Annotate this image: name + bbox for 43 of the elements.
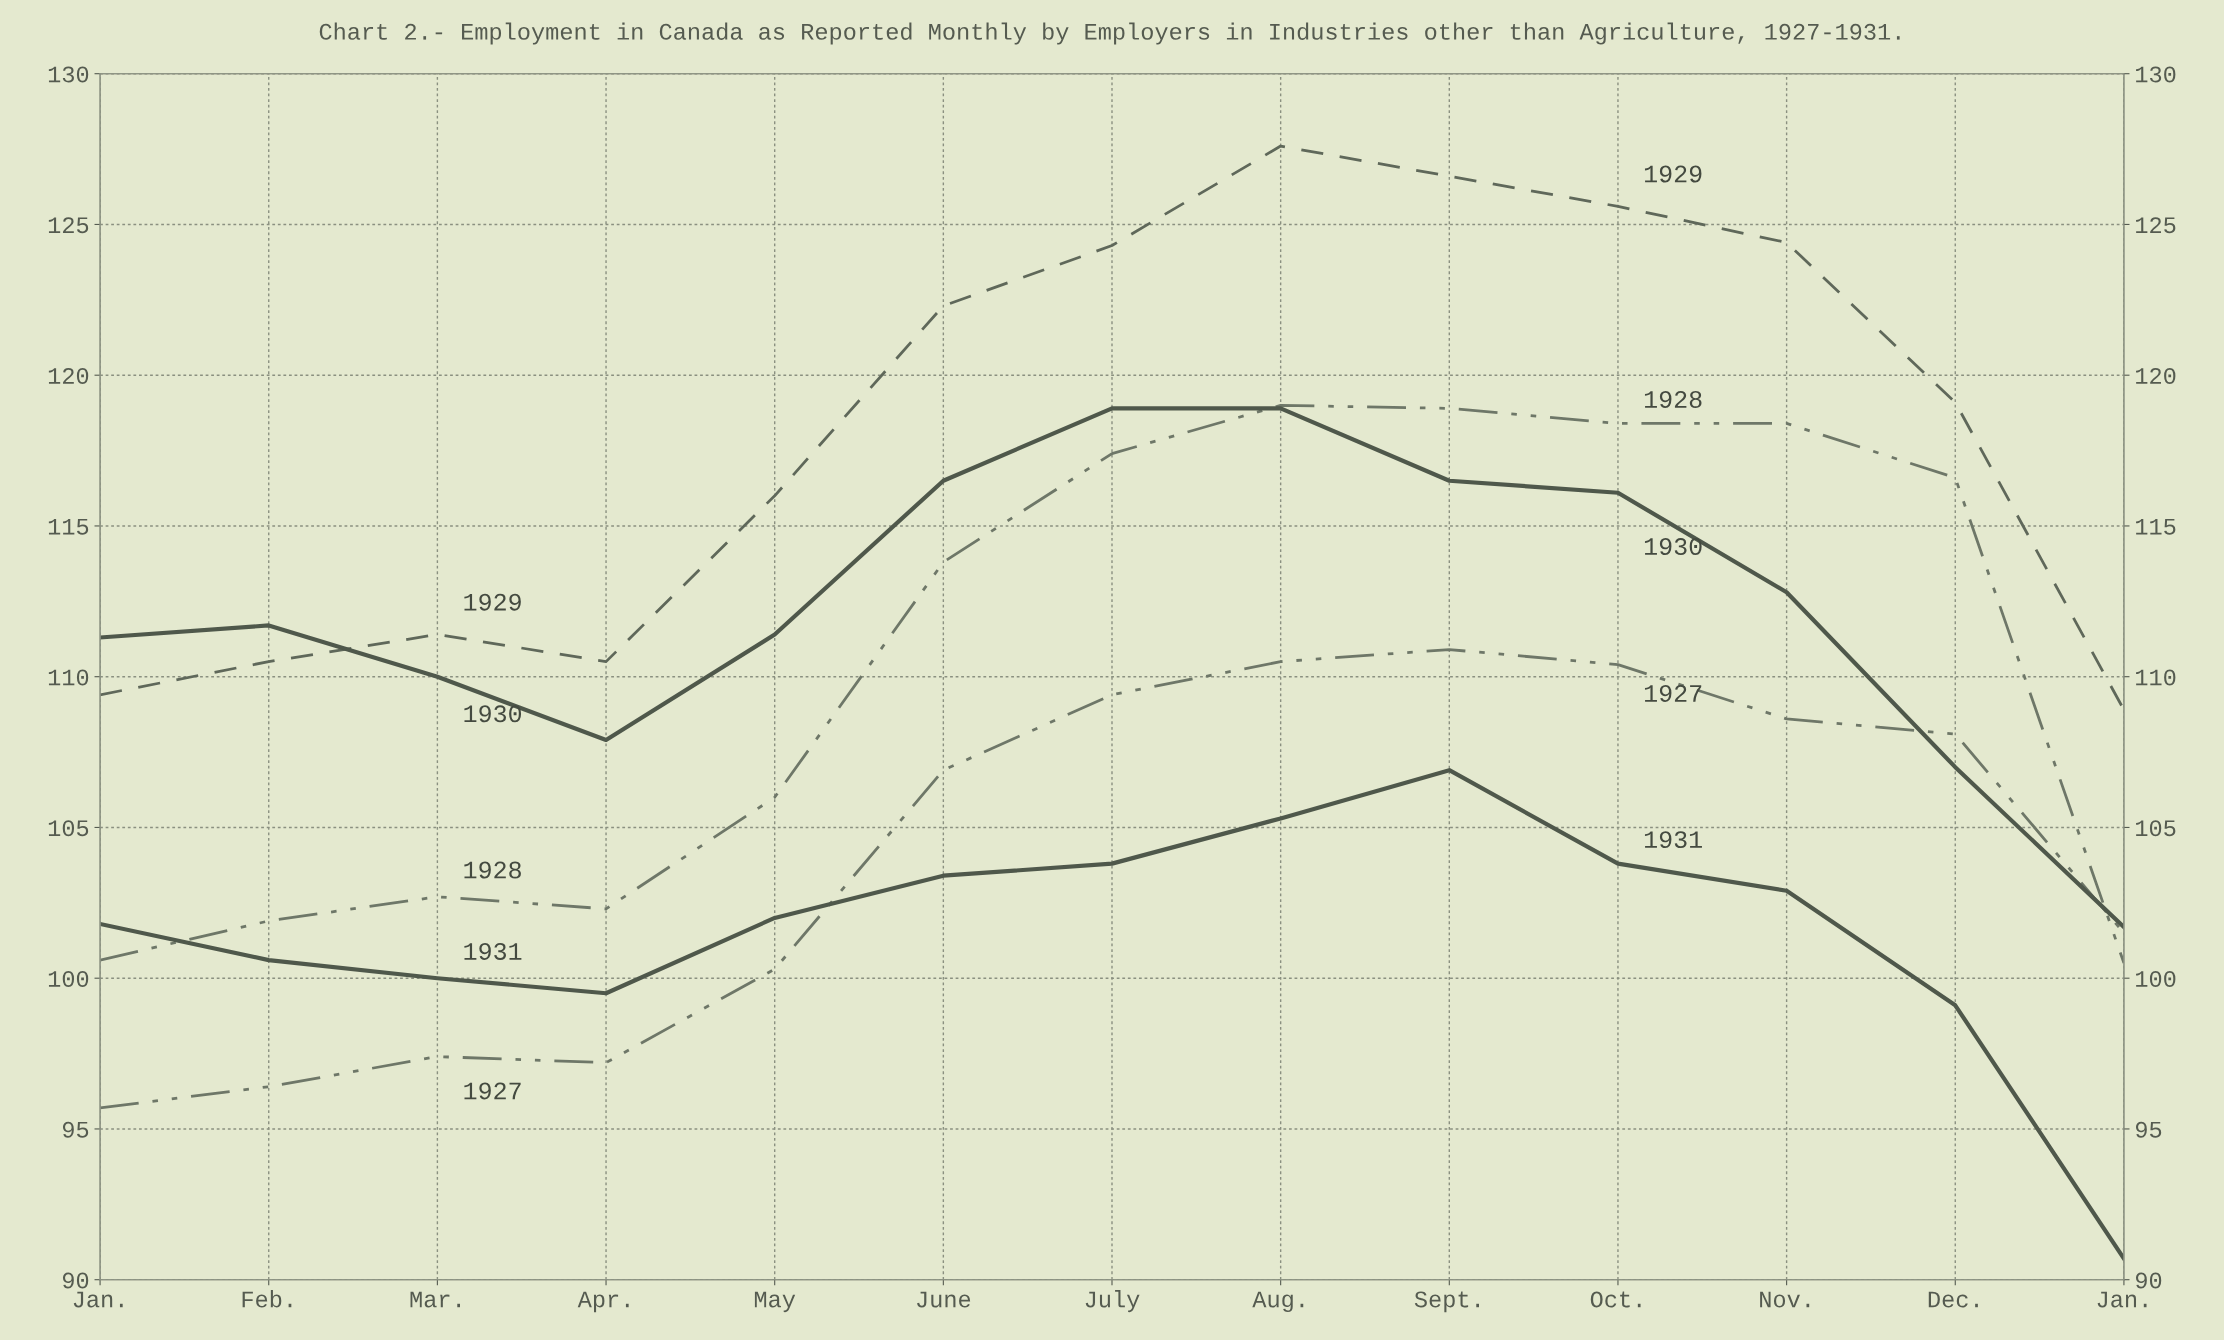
chart-title: Chart 2.- Employment in Canada as Reported Monthly by Employers in Industries other than Agriculture, 1927-1931.: [319, 22, 1900, 45]
x-tick-label: June: [917, 1291, 971, 1308]
y-tick-label: 100: [48, 970, 89, 987]
y-tick-label: 130: [48, 66, 89, 83]
x-tick-label: Mar.: [410, 1291, 460, 1308]
text: 1927: [464, 1082, 521, 1100]
x-tick-label: Sept.: [1414, 1291, 1479, 1313]
y2-tick-label: 110: [2136, 669, 2176, 686]
x-tick-label: Feb.: [242, 1290, 292, 1308]
series-label: 1928: [1644, 390, 1702, 408]
text: 1928: [464, 861, 521, 879]
series-label: 1931: [1644, 831, 1702, 849]
text: 1930: [1644, 538, 1702, 556]
y-tick-label: 120: [48, 367, 89, 384]
y-tick-label: 125: [48, 217, 89, 234]
x-tick-label: Aug.: [1252, 1291, 1304, 1313]
y-tick-label: 95: [62, 1121, 89, 1138]
x-tick-label: Dec.: [1928, 1291, 1978, 1308]
y-tick-label: 110: [48, 669, 89, 686]
y2-tick-label: 100: [2136, 970, 2176, 987]
x-tick-label: Jan.: [2097, 1291, 2147, 1308]
x-tick-label: May: [754, 1291, 796, 1313]
y2-tick-label: 120: [2136, 367, 2176, 384]
text: 1929: [1644, 165, 1702, 183]
series-label: 1929: [464, 593, 521, 611]
line-series: [100, 768, 2124, 1261]
y2-tick-label: 90: [2135, 1272, 2162, 1289]
y2-tick-label: 130: [2136, 66, 2176, 83]
series-label: 1927: [1644, 684, 1702, 702]
y-tick-label: 105: [48, 820, 89, 837]
y-tick-label: 90: [62, 1272, 89, 1289]
y2-tick-label: 105: [2136, 820, 2176, 837]
y2-tick-label: 125: [2136, 217, 2176, 234]
y-tick-label: 115: [48, 518, 89, 535]
x-tick-label: Oct.: [1590, 1291, 1641, 1308]
x-tick-label: Apr.: [577, 1291, 629, 1313]
text: 1931: [464, 942, 522, 960]
series-label: 1930: [464, 705, 522, 723]
y2-tick-label: 115: [2136, 518, 2176, 535]
x-tick-label: Nov.: [1760, 1291, 1810, 1308]
x-tick-label: Jan.: [73, 1291, 123, 1308]
x-tick-label: July: [1085, 1290, 1140, 1313]
y2-tick-label: 95: [2135, 1121, 2162, 1138]
